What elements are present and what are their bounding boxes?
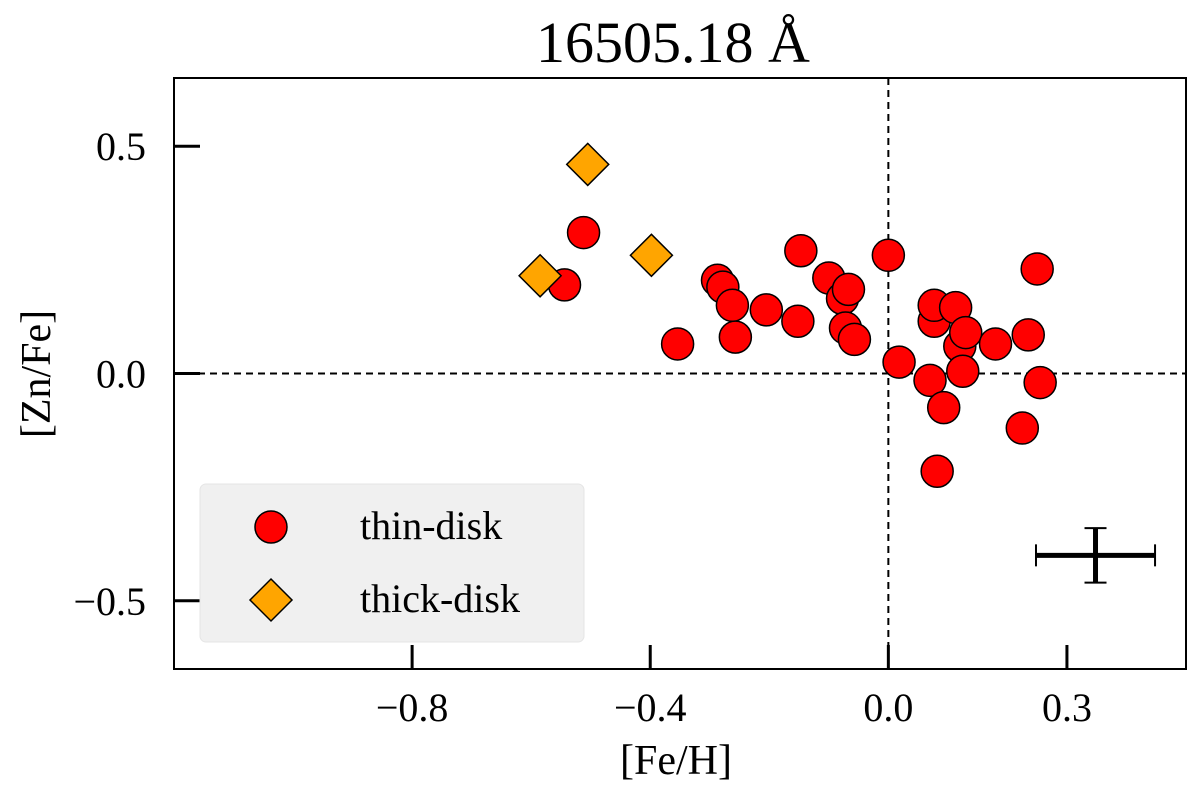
y-axis-label: [Zn/Fe] — [14, 310, 60, 438]
x-tick-label: 0.3 — [1042, 685, 1092, 730]
thin-disk-point — [831, 272, 866, 307]
thin-disk-point — [566, 215, 601, 250]
legend-label-thin-disk: thin-disk — [360, 503, 502, 548]
thin-disk-point — [946, 354, 980, 388]
legend: thin-disk thick-disk — [199, 483, 585, 643]
x-tick-label: 0.0 — [863, 685, 913, 730]
thick-disk-point — [629, 233, 674, 278]
thin-disk-point — [1011, 318, 1045, 352]
thick-disk-point — [565, 142, 610, 187]
thin-disk-point — [913, 363, 947, 398]
x-tick-label: −0.4 — [614, 685, 687, 730]
y-tick-label: 0.5 — [96, 124, 146, 169]
reference-lines — [174, 78, 1186, 669]
y-axis-ticks: 0.5 0.0 −0.5 — [73, 124, 200, 624]
x-tick-label: −0.8 — [376, 685, 449, 730]
thin-disk-points — [547, 215, 1057, 488]
thin-disk-point — [660, 327, 695, 361]
thin-disk-point — [1005, 411, 1040, 445]
thin-disk-point — [926, 390, 961, 425]
y-tick-label: 0.0 — [96, 352, 146, 397]
thin-disk-point — [920, 454, 954, 488]
thin-disk-point — [978, 327, 1013, 361]
thin-disk-point — [781, 304, 815, 338]
thick-disk-point — [518, 253, 563, 298]
thin-disk-point — [718, 320, 753, 354]
thin-disk-point — [1020, 252, 1054, 286]
legend-label-thick-disk: thick-disk — [360, 576, 520, 621]
thin-disk-point — [784, 234, 818, 268]
thin-disk-point — [1023, 365, 1057, 400]
x-axis-ticks: −0.8 −0.4 0.0 0.3 — [376, 645, 1092, 730]
legend-marker-thick-disk — [248, 577, 294, 623]
chart-title: 16505.18 Å — [536, 10, 810, 75]
legend-marker-thin-disk — [254, 510, 288, 544]
thin-disk-point — [871, 238, 906, 273]
thin-disk-point — [715, 288, 750, 323]
thick-disk-points — [518, 142, 674, 298]
thin-disk-point — [882, 345, 916, 379]
error-bar — [1034, 527, 1157, 584]
thin-disk-point — [837, 322, 872, 357]
x-axis-label: [Fe/H] — [620, 738, 732, 784]
thin-disk-point — [749, 293, 784, 327]
plot-area-frame — [173, 77, 1187, 670]
legend-box — [199, 483, 585, 643]
y-tick-label: −0.5 — [73, 579, 146, 624]
thin-disk-point — [948, 315, 983, 350]
